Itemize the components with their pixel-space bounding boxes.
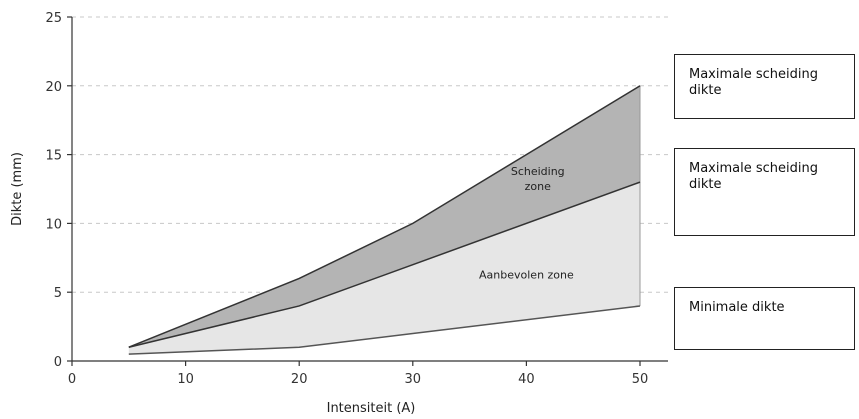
series-line-1 (128, 181, 641, 348)
series-line-2 (128, 305, 641, 355)
x-axis-title: Intensiteit (A) (327, 401, 416, 416)
y-tick-label: 5 (54, 286, 62, 301)
x-tick-label: 30 (405, 372, 422, 387)
x-tick-label: 0 (68, 372, 76, 387)
callout-text: Maximale scheiding dikte (689, 67, 818, 98)
y-tick-label: 15 (45, 149, 62, 164)
callout-text: Maximale scheiding dikte (689, 161, 818, 192)
x-tick-label: 40 (518, 372, 535, 387)
y-tick-label: 20 (45, 80, 62, 95)
callout-max-separation-upper: Maximale scheiding dikte (674, 54, 855, 119)
x-tick-label: 50 (632, 372, 649, 387)
y-tick-label: 25 (45, 11, 62, 26)
y-tick-label: 10 (45, 217, 62, 232)
callout-max-separation-lower: Maximale scheiding dikte (674, 148, 855, 236)
zone-label-0: zone (525, 180, 551, 193)
zone-area-1 (128, 182, 641, 355)
callout-text: Minimale dikte (689, 300, 785, 315)
series-line-0 (128, 85, 641, 348)
zone-area-0 (128, 85, 641, 348)
x-tick-label: 20 (291, 372, 308, 387)
zone-label-0: Scheiding (511, 165, 565, 178)
callout-min-thickness: Minimale dikte (674, 287, 855, 350)
y-axis-title: Dikte (mm) (10, 152, 25, 226)
x-tick-label: 10 (177, 372, 194, 387)
y-tick-label: 0 (54, 355, 62, 370)
zone-label-1: Aanbevolen zone (479, 268, 574, 281)
